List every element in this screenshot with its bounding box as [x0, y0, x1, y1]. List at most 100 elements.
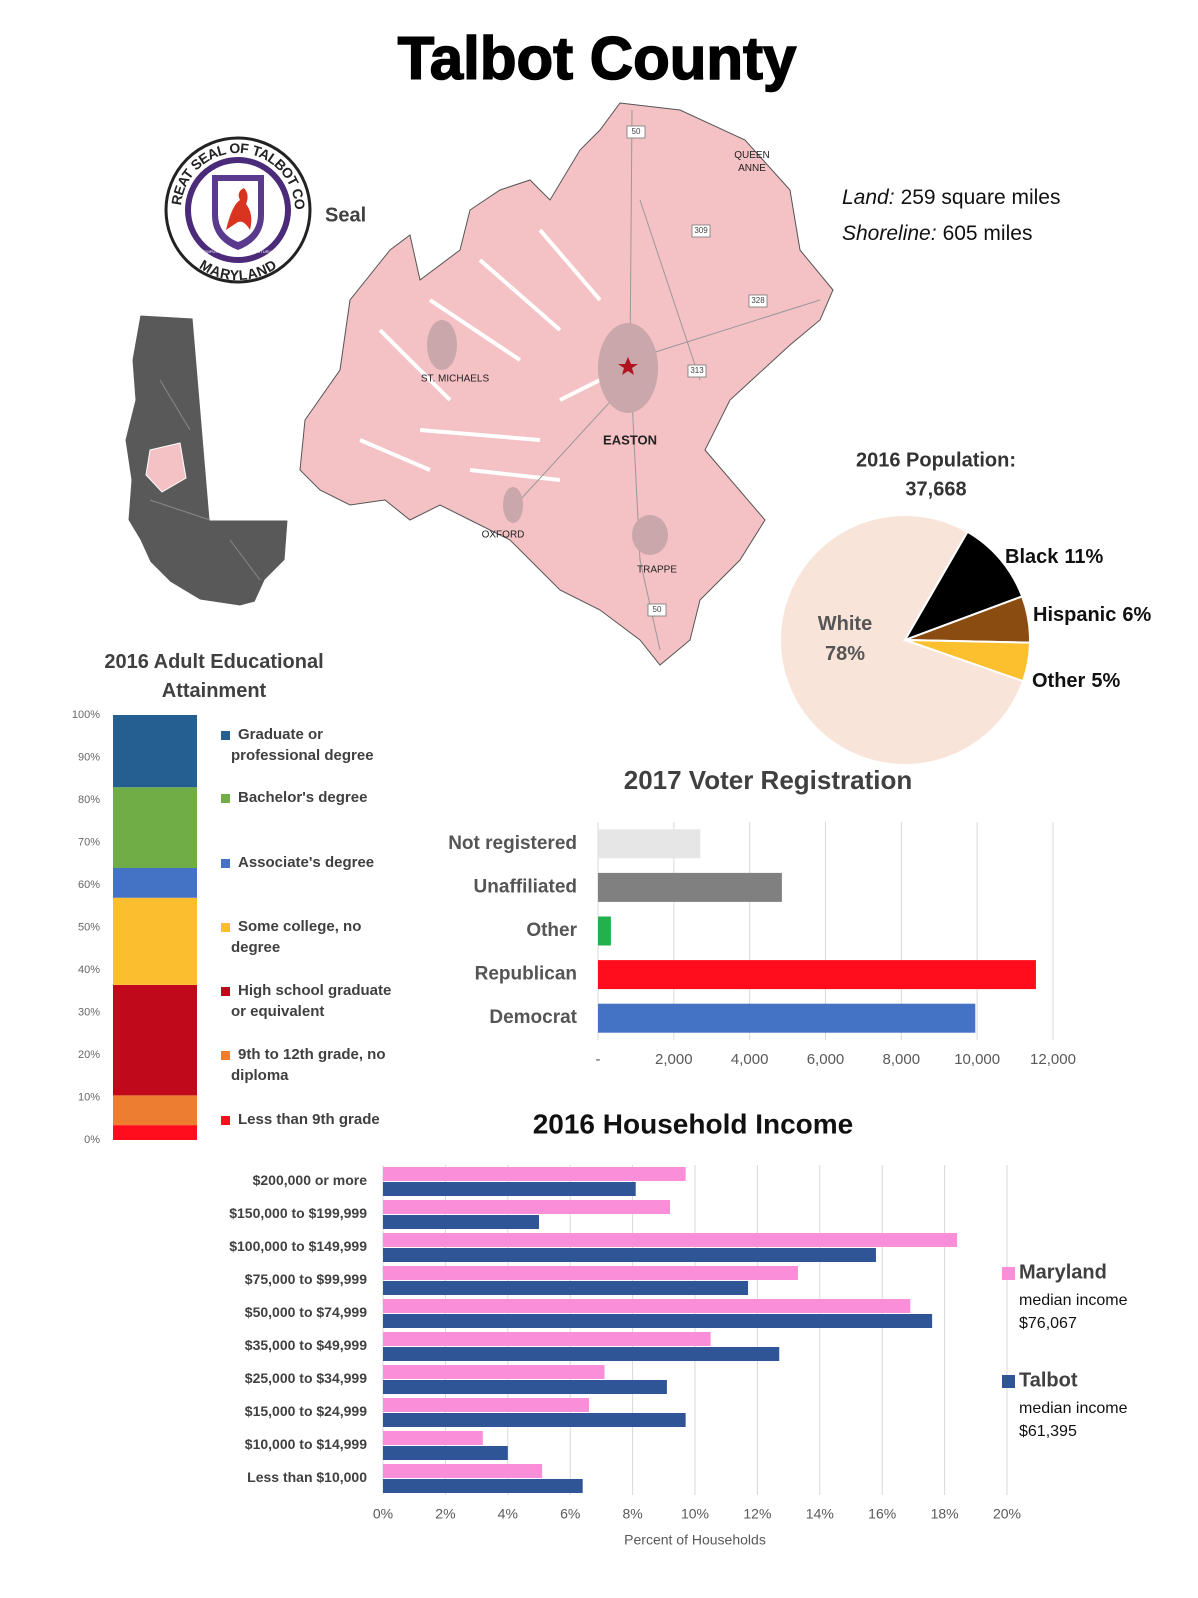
county-seat-star: [618, 357, 638, 375]
x-tick-label: 4%: [498, 1506, 518, 1522]
bar: [598, 872, 782, 902]
y-tick-label: 30%: [78, 1006, 100, 1018]
legend-label: Talbot: [1019, 1369, 1078, 1391]
fact-value: 259 square miles: [901, 186, 1061, 209]
pie-label-value: 78%: [825, 643, 865, 665]
x-tick-label: 2,000: [655, 1051, 693, 1068]
stack-segment: [113, 787, 197, 868]
pie-label-name: Hispanic: [1033, 604, 1116, 626]
bar: [383, 1248, 876, 1262]
bar: [383, 1479, 583, 1493]
y-tick-label: Other: [526, 920, 577, 941]
x-tick-label: 10%: [681, 1506, 709, 1522]
y-tick-label: $25,000 to $34,999: [245, 1370, 367, 1386]
bar: [383, 1332, 711, 1346]
y-tick-label: 60%: [78, 879, 100, 891]
y-tick-label: 90%: [78, 751, 100, 763]
legend-swatch: [1002, 1267, 1015, 1280]
bar: [383, 1233, 958, 1247]
chart-title: 2017 Voter Registration: [624, 765, 913, 795]
pie-slice: [779, 514, 1025, 766]
bar: [383, 1182, 636, 1196]
x-tick-label: 10,000: [954, 1051, 1000, 1068]
legend-swatch: [221, 1051, 230, 1060]
bar: [383, 1200, 671, 1214]
x-tick-label: 6,000: [807, 1051, 845, 1068]
legend-label: High school graduate or equivalent: [231, 982, 392, 1020]
y-tick-label: $200,000 or more: [253, 1172, 368, 1188]
bar: [383, 1167, 686, 1181]
talbot-highlight: [145, 442, 187, 493]
stack-segment: [113, 897, 197, 985]
pie-label-value: 11%: [1064, 546, 1103, 568]
legend-note: median income: [1019, 1400, 1128, 1417]
x-tick-label: 18%: [931, 1506, 959, 1522]
x-tick-label: 14%: [806, 1506, 834, 1522]
bar: [383, 1347, 780, 1361]
legend-median: $61,395: [1019, 1423, 1077, 1440]
seal: THE GREAT SEAL OF TALBOT COUNTY MARYLAND…: [0, 0, 312, 284]
town: [427, 320, 457, 370]
route-label: 50: [653, 605, 662, 614]
legend-swatch: [221, 923, 230, 932]
stack-segment: [113, 984, 197, 1096]
pie-label: Black 11%: [1005, 546, 1104, 568]
bar: [383, 1314, 933, 1328]
stack-segment: [113, 868, 197, 898]
y-tick-label: 0%: [84, 1134, 100, 1146]
pie-label-value: 6%: [1122, 604, 1151, 626]
bar: [383, 1380, 667, 1394]
bar: [383, 1431, 483, 1445]
y-tick-label: 40%: [78, 964, 100, 976]
pie-label: White 78%: [818, 613, 872, 665]
y-tick-label: 100%: [72, 709, 100, 721]
y-tick-label: 20%: [78, 1049, 100, 1061]
place-label: OXFORD: [482, 530, 525, 541]
y-tick-label: 70%: [78, 836, 100, 848]
place-label: ST. MICHAELS: [421, 374, 490, 385]
x-tick-label: 8,000: [883, 1051, 921, 1068]
route-shield: [687, 364, 707, 378]
legend-label: Associate's degree: [238, 854, 375, 871]
x-tick-label: 6%: [560, 1506, 580, 1522]
locator-map: [124, 314, 289, 607]
bar: [383, 1299, 911, 1313]
fact-label: Land:: [842, 186, 895, 209]
x-tick-label: 0%: [373, 1506, 393, 1522]
legend-swatch: [221, 731, 230, 740]
stack-segment: [113, 1125, 197, 1140]
stack-segment: [113, 715, 197, 788]
y-tick-label: $35,000 to $49,999: [245, 1337, 367, 1353]
route-shield: [626, 125, 646, 139]
town: [632, 515, 668, 555]
pie-slice: [902, 530, 1024, 642]
town: [503, 487, 523, 523]
x-tick-label: 2%: [435, 1506, 455, 1522]
x-tick-label: 12%: [743, 1506, 771, 1522]
place-label: EASTON: [603, 432, 657, 447]
route-label: 309: [694, 226, 708, 235]
x-tick-label: 16%: [868, 1506, 896, 1522]
y-tick-label: $75,000 to $99,999: [245, 1271, 367, 1287]
county-shape: [299, 102, 834, 666]
pie-label-name: Other: [1032, 670, 1086, 692]
bar: [383, 1413, 686, 1427]
legend-median: $76,067: [1019, 1315, 1077, 1332]
fact: Shoreline: 605 miles: [842, 222, 1032, 245]
x-tick-label: 12,000: [1030, 1051, 1076, 1068]
county-lines: [149, 379, 261, 581]
pie-label-value: 5%: [1091, 670, 1120, 692]
legend-label: Less than 9th grade: [238, 1111, 380, 1128]
pie-label: Other 5%: [1032, 670, 1120, 692]
y-tick-label: Not registered: [448, 833, 577, 854]
y-tick-label: $100,000 to $149,999: [229, 1238, 367, 1254]
fact-label: Shoreline:: [842, 222, 937, 245]
pie-title: 2016 Population:: [856, 449, 1016, 471]
route-shield: [748, 294, 768, 308]
pie-subtitle: 37,668: [905, 478, 966, 500]
x-tick-label: 20%: [993, 1506, 1021, 1522]
legend-swatch: [221, 987, 230, 996]
bar: [383, 1266, 798, 1280]
roads: [519, 109, 821, 651]
